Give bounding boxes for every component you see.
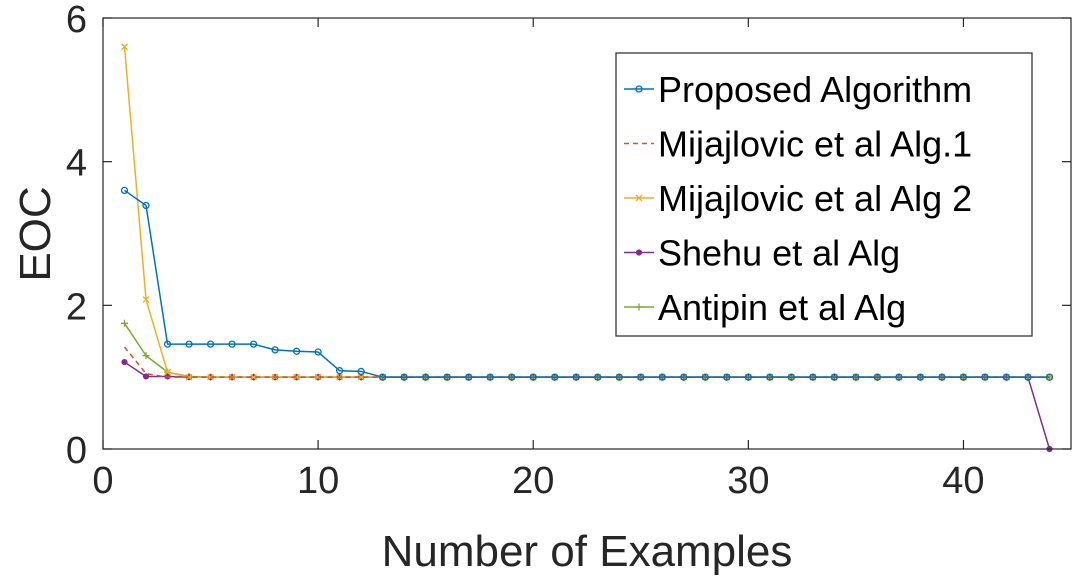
data-point <box>787 373 796 381</box>
data-point <box>142 373 150 380</box>
data-point <box>314 348 322 356</box>
y-tick-label: 0 <box>66 430 87 472</box>
data-point <box>701 373 709 381</box>
data-point <box>723 373 731 381</box>
y-tick-label: 2 <box>66 286 87 328</box>
data-point <box>1024 373 1032 381</box>
x-tick-label: 40 <box>942 460 984 502</box>
legend-entry: Proposed Algorithm <box>624 69 972 110</box>
data-point <box>228 340 236 348</box>
data-point <box>572 373 580 381</box>
data-point <box>1045 373 1054 381</box>
y-tick-label: 4 <box>66 143 87 185</box>
y-tick-label: 6 <box>66 0 87 41</box>
data-point <box>292 347 301 355</box>
series-layer <box>120 43 1054 453</box>
legend-box <box>615 52 1033 337</box>
legend-label: Mijajlovic et al Alg.1 <box>658 124 972 165</box>
data-point <box>766 373 774 381</box>
legend-entry: Antipin et al Alg <box>624 287 906 328</box>
data-point <box>486 373 494 381</box>
legend-marker <box>635 249 643 256</box>
data-point <box>121 319 129 327</box>
legend-marker <box>635 85 643 93</box>
data-point <box>142 201 150 210</box>
data-point <box>378 373 387 381</box>
data-point <box>120 186 129 195</box>
legend-label: Mijajlovic et al Alg 2 <box>658 178 972 219</box>
data-point <box>529 373 537 381</box>
data-point <box>895 373 903 381</box>
data-point <box>164 368 171 376</box>
data-point <box>981 373 989 381</box>
data-point <box>314 373 322 381</box>
data-point <box>142 296 150 304</box>
data-point <box>206 340 215 348</box>
data-point <box>744 373 752 381</box>
data-point <box>551 373 559 381</box>
data-point <box>830 373 839 381</box>
axes-layer: 0 10 20 30 40 0 2 4 6 <box>66 0 1072 502</box>
data-point <box>658 373 666 381</box>
data-point <box>249 340 258 348</box>
data-point <box>185 340 193 348</box>
legend-entry: Mijajlovic et al Alg 2 <box>624 178 972 219</box>
data-point <box>959 373 968 381</box>
legend-entry: Shehu et al Alg <box>624 233 900 274</box>
x-tick-label: 30 <box>727 460 769 502</box>
legend-label: Antipin et al Alg <box>658 287 906 328</box>
data-point <box>357 373 365 381</box>
x-tick-label: 10 <box>297 460 339 502</box>
data-point <box>163 340 172 348</box>
data-point <box>335 367 344 375</box>
data-point <box>508 373 516 381</box>
data-point <box>680 373 688 381</box>
data-point <box>422 373 430 381</box>
data-point <box>121 358 128 366</box>
data-point <box>271 346 279 354</box>
data-point <box>594 373 602 381</box>
data-point <box>637 373 645 381</box>
x-axis-label: Number of Examples <box>382 527 793 576</box>
legend-marker <box>635 303 643 311</box>
y-axis-label: EOC <box>11 186 60 281</box>
data-point <box>615 373 623 381</box>
x-tick-label: 20 <box>512 460 554 502</box>
data-point <box>916 373 925 381</box>
data-point <box>121 43 128 51</box>
data-point <box>938 373 946 381</box>
axes-frame <box>102 17 1072 450</box>
data-point <box>185 373 193 381</box>
legend: Proposed Algorithm Mijajlovic et al Alg.1… <box>615 52 1033 337</box>
legend-label: Proposed Algorithm <box>658 69 972 110</box>
data-point <box>357 367 365 376</box>
data-point <box>809 373 817 381</box>
data-point <box>400 373 408 381</box>
legend-entry: Mijajlovic et al Alg.1 <box>624 124 972 165</box>
data-point <box>443 373 451 381</box>
data-point <box>250 373 258 381</box>
legend-label: Shehu et al Alg <box>658 233 900 274</box>
data-point <box>142 352 150 360</box>
data-point <box>1002 373 1011 381</box>
data-point <box>873 373 882 381</box>
series-proposed-algorithm <box>120 186 1054 381</box>
data-point <box>852 373 860 381</box>
data-point <box>293 373 301 381</box>
legend-marker <box>635 194 643 202</box>
x-tick-label: 0 <box>92 460 113 502</box>
data-point <box>465 373 473 381</box>
